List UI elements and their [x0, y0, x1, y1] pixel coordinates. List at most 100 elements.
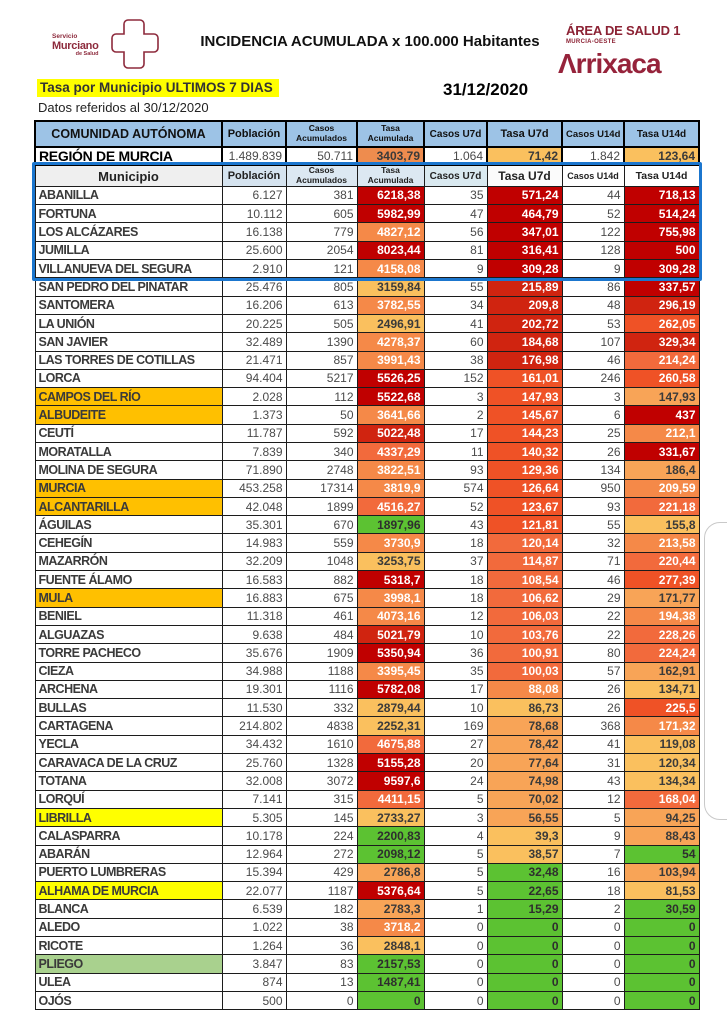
casos-u14d-cell: 26: [561, 679, 625, 700]
tasa-u14d-cell: 168,04: [623, 789, 700, 809]
tasa-u7d-cell: 145,67: [486, 405, 563, 425]
tasa-acumulada-cell: 5318,7: [356, 570, 425, 590]
tasa-acumulada-cell: 2733,27: [356, 807, 425, 828]
tasa-u7d-cell: 0: [486, 954, 563, 974]
casos-u7d-cell: 37: [423, 551, 488, 572]
municipality-name-cell: RICOTE: [34, 935, 223, 956]
casos-u7d-cell: 56: [423, 222, 488, 242]
casos-acumulados-cell: 505: [285, 313, 358, 334]
tasa-u7d-cell: 0: [486, 935, 563, 956]
casos-u14d-cell: 86: [561, 277, 625, 297]
table-row: CIEZA 34.988 1188 3395,45 35 100,03 57 162,91: [34, 661, 700, 681]
region-casos-u14d-cell: 1.842: [561, 145, 625, 167]
municipality-name-cell: ALGUAZAS: [34, 624, 223, 645]
scrollbar[interactable]: [704, 522, 727, 820]
table-row: JUMILLA 25.600 2054 8023,44 81 316,41 128 500: [34, 240, 700, 261]
casos-acumulados-cell: 2054: [285, 240, 358, 261]
tasa-u14d-cell: 94,25: [623, 807, 700, 828]
casos-u7d-cell: 10: [423, 624, 488, 645]
tasa-u7d-cell: 15,29: [486, 899, 563, 919]
casos-acumulados-cell: 670: [285, 515, 358, 535]
casos-acumulados-cell: 1610: [285, 734, 358, 755]
tasa-u7d-cell: 114,87: [486, 551, 563, 572]
poblacion-cell: 500: [221, 990, 287, 1011]
casos-u14d-cell: 6: [561, 405, 625, 425]
tasa-u7d-cell: 108,54: [486, 570, 563, 590]
municipality-name-cell: SANTOMERA: [34, 295, 223, 315]
col-municipio: Municipio: [34, 164, 223, 187]
tasa-u7d-cell: 22,65: [486, 881, 563, 901]
tasa-acumulada-cell: 4516,27: [356, 496, 425, 517]
table-row: BENIEL 11.318 461 4073,16 12 106,03 22 194,38: [34, 606, 700, 626]
tasa-u7d-cell: 140,32: [486, 441, 563, 462]
casos-u14d-cell: 12: [561, 789, 625, 809]
tasa-acumulada-cell: 2098,12: [356, 844, 425, 864]
tasa-acumulada-cell: 3998,1: [356, 588, 425, 608]
casos-acumulados-cell: 559: [285, 533, 358, 553]
casos-u7d-cell: 4: [423, 826, 488, 846]
casos-u7d-cell: 52: [423, 496, 488, 517]
poblacion-cell: 12.964: [221, 844, 287, 864]
municipality-name-cell: MAZARRÓN: [34, 551, 223, 572]
poblacion-cell: 16.138: [221, 222, 287, 242]
casos-u14d-cell: 0: [561, 954, 625, 974]
municipality-name-cell: ALBUDEITE: [34, 405, 223, 425]
tasa-acumulada-cell: 4337,29: [356, 441, 425, 462]
tasa-u7d-cell: 209,8: [486, 295, 563, 315]
tasa-u7d-cell: 126,64: [486, 478, 563, 498]
casos-acumulados-cell: 1328: [285, 753, 358, 773]
tasa-u7d-cell: 100,03: [486, 661, 563, 681]
poblacion-cell: 16.583: [221, 570, 287, 590]
municipality-name-cell: CAMPOS DEL RÍO: [34, 387, 223, 407]
tasa-u7d-cell: 571,24: [486, 185, 563, 206]
casos-u7d-cell: 2: [423, 405, 488, 425]
report-date: 31/12/2020: [443, 80, 529, 99]
table-row: ULEA 874 13 1487,41 0 0 0 0: [34, 972, 700, 992]
table-row: PUERTO LUMBRERAS 15.394 429 2786,8 5 32,48 16 1…: [34, 862, 700, 883]
table-row: ABARÁN 12.964 272 2098,12 5 38,57 7 54: [34, 844, 700, 864]
table-row: CALASPARRA 10.178 224 2200,83 4 39,3 9 88,43: [34, 826, 700, 846]
tasa-u7d-cell: 106,62: [486, 588, 563, 608]
tasa-u14d-cell: 0: [623, 954, 700, 974]
casos-u14d-cell: 80: [561, 643, 625, 663]
tasa-acumulada-cell: 2848,1: [356, 935, 425, 956]
tasa-u7d-cell: 316,41: [486, 240, 563, 261]
poblacion-cell: 9.638: [221, 624, 287, 645]
poblacion-cell: 32.489: [221, 332, 287, 352]
page-title: INCIDENCIA ACUMULADA x 100.000 Habitante…: [200, 33, 540, 50]
tasa-acumulada-cell: 4278,37: [356, 332, 425, 352]
poblacion-cell: 16.883: [221, 588, 287, 608]
municipality-name-cell: MORATALLA: [34, 441, 223, 462]
tasa-u7d-cell: 129,36: [486, 460, 563, 480]
casos-u7d-cell: 0: [423, 917, 488, 938]
table-row: MURCIA 453.258 17314 3819,9 574 126,64 950 209,…: [34, 478, 700, 498]
logo-line3: de Salud: [75, 50, 99, 57]
casos-u14d-cell: 128: [561, 240, 625, 261]
tasa-acumulada-cell: 8023,44: [356, 240, 425, 261]
tasa-u14d-cell: 171,32: [623, 716, 700, 736]
tasa-u7d-cell: 0: [486, 917, 563, 938]
casos-acumulados-cell: 605: [285, 204, 358, 224]
casos-u7d-cell: 43: [423, 515, 488, 535]
casos-u7d-cell: 36: [423, 643, 488, 663]
tasa-acumulada-cell: 6218,38: [356, 185, 425, 206]
table-row: FUENTE ÁLAMO 16.583 882 5318,7 18 108,54 46 277…: [34, 570, 700, 590]
poblacion-cell: 1.373: [221, 405, 287, 425]
municipality-name-cell: CARAVACA DE LA CRUZ: [34, 753, 223, 773]
tasa-acumulada-cell: 3782,55: [356, 295, 425, 315]
tasa-u14d-cell: 260,58: [623, 368, 700, 389]
poblacion-cell: 2.910: [221, 259, 287, 279]
poblacion-cell: 21.471: [221, 350, 287, 370]
region-tasa-u7d-cell: 71,42: [486, 145, 563, 167]
tasa-u14d-cell: 119,08: [623, 734, 700, 755]
municipality-name-cell: FUENTE ÁLAMO: [34, 570, 223, 590]
casos-u14d-cell: 26: [561, 441, 625, 462]
tasa-u14d-cell: 212,1: [623, 423, 700, 443]
casos-acumulados-cell: 1390: [285, 332, 358, 352]
casos-acumulados-cell: 1188: [285, 661, 358, 681]
tasa-acumulada-cell: 5782,08: [356, 679, 425, 700]
casos-u14d-cell: 134: [561, 460, 625, 480]
tasa-u14d-cell: 214,24: [623, 350, 700, 370]
tasa-u14d-cell: 103,94: [623, 862, 700, 883]
municipality-name-cell: PLIEGO: [34, 954, 223, 974]
